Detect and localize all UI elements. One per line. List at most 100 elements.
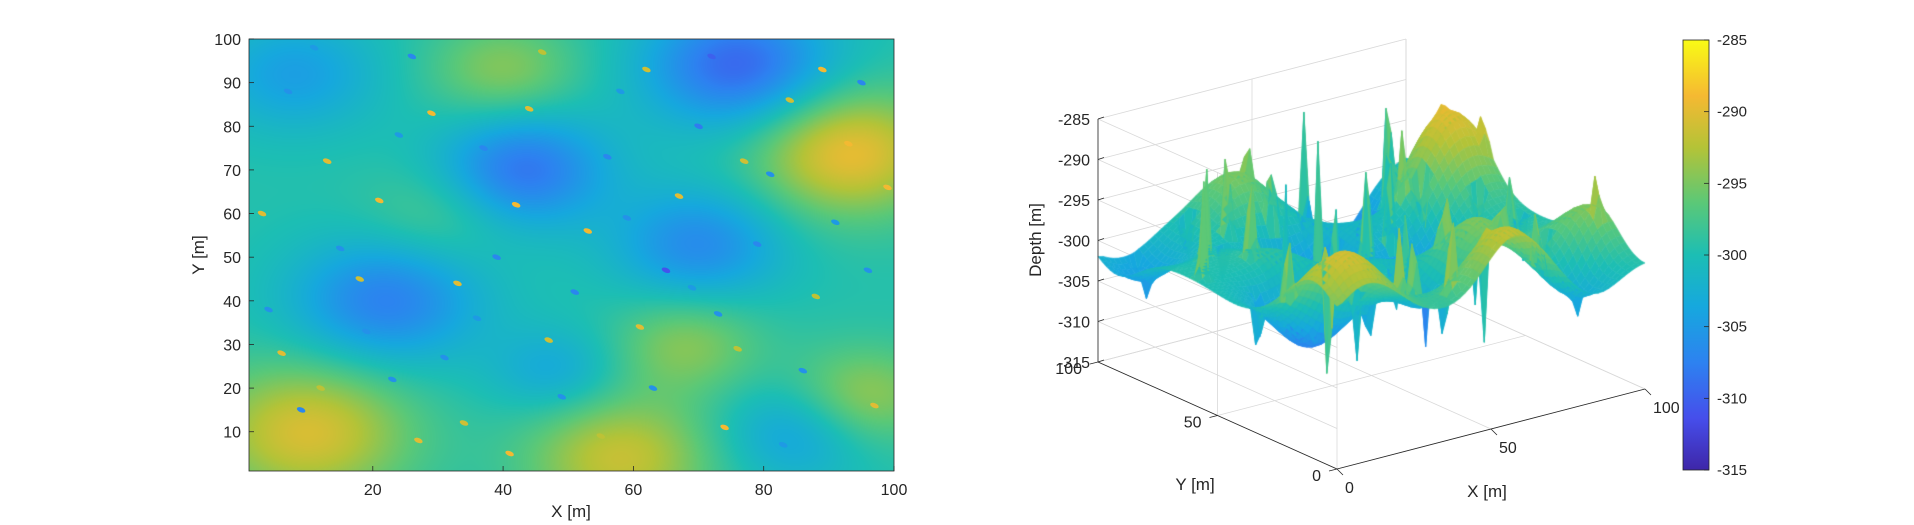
surface-z-tick-mark [1097,359,1105,363]
map-x-tick-label: 60 [624,482,642,499]
map-spike-13 [472,315,482,322]
map-spike-3 [335,245,345,252]
map-spike-2 [316,385,325,391]
map-spike-50 [687,284,697,291]
colorbar-tick-label: -295 [1717,175,1747,192]
map-spike-56 [388,376,397,383]
colorbar-tick-label: -305 [1717,319,1747,336]
surface-mesh [1070,40,1650,460]
surface-z-axis-label: Depth [m] [1026,203,1045,277]
map-spike-15 [511,202,521,208]
map-spike-19 [570,289,580,295]
map-spike-7 [322,158,332,164]
surface-z-tick-mark [1097,278,1105,282]
map-spike-27 [694,123,703,130]
map-x-ticks: 20 40 60 80 100 [364,466,907,499]
map-spike-29 [720,424,729,431]
map-x-tick-label: 80 [755,482,773,499]
surface-y-tick-mark [1089,361,1099,365]
map-spike-58 [642,66,651,73]
map-y-tick-label: 80 [223,119,241,136]
map-y-ticks: 10 20 30 40 50 60 70 80 90 100 [214,32,254,442]
map-spike-4 [355,276,365,282]
surface-ticks: -315 -310 -305 -300 -295 -290 -285 0 50 100 0 50 100 [1055,112,1680,497]
map-spike-54 [863,267,873,274]
map-spike-47 [544,337,553,343]
surface-x-tick-label: 100 [1653,400,1680,417]
colorbar-ticks: -285 -290 -295 -300 -305 -310 -315 [1704,32,1747,479]
surface-x-tick-mark [1644,388,1652,396]
surface-x-tick-label: 0 [1345,480,1354,497]
map-spike-16 [524,106,534,112]
map-spike-36 [831,219,840,226]
surface-x-tick-label: 50 [1499,440,1517,457]
map-spike-55 [453,280,462,287]
map-spike-49 [622,215,632,221]
map-spike-40 [883,184,892,191]
map-spike-46 [479,145,488,151]
surface-z-tick-label: -290 [1058,153,1090,170]
map-spike-48 [596,433,606,439]
map-y-tick-label: 40 [223,294,241,311]
map-spike-53 [818,66,827,73]
map-spike-41 [264,306,273,313]
map-spike-12 [459,420,469,426]
map-x-axis-label: X [m] [551,502,591,521]
surface-y-tick-label: 100 [1055,361,1082,378]
surface-z-tick-label: -315 [1058,355,1090,372]
map-y-tick-label: 90 [223,76,241,93]
surface-y-tick-mark [1209,415,1218,418]
surface-x-tick-mark [1490,428,1498,436]
map-spike-32 [765,171,775,178]
map-spike-10 [427,110,436,116]
map-spike-18 [557,394,566,400]
map-spike-8 [283,88,293,95]
map-heatmap-frame [249,39,894,471]
map-spike-34 [798,367,808,374]
map-x-tick-label: 20 [364,482,382,499]
map-spike-26 [674,193,684,199]
map-spike-21 [603,154,612,160]
map-spike-28 [707,53,716,60]
map-spike-1 [296,407,306,413]
surface-z-tick-label: -310 [1058,315,1090,332]
colorbar-tick-label: -300 [1717,247,1747,264]
map-y-tick-label: 50 [223,250,241,267]
map-spike-23 [635,324,645,330]
map-spike-39 [870,402,879,409]
map-y-tick-label: 10 [223,425,241,442]
map-spike-33 [785,97,795,103]
surface-z-tick-mark [1097,116,1105,120]
map-spike-0 [277,350,286,356]
surface-y-tick-mark [1328,468,1338,472]
surface-z-tick-mark [1097,157,1105,160]
map-y-tick-label: 100 [214,32,241,49]
map-spike-59 [713,311,723,317]
surface-z-tick-mark [1097,319,1105,322]
map-spike-37 [844,140,853,147]
map-spike-43 [309,44,319,51]
map-spike-38 [857,79,866,86]
map-spike-5 [375,197,384,204]
colorbar-tick-label: -290 [1717,104,1747,121]
map-spike-31 [752,241,762,247]
surface-x-axis-label: X [m] [1467,482,1507,501]
map-spike-22 [616,88,625,95]
colorbar-tick-label: -310 [1717,390,1747,407]
surface-z-tick-label: -300 [1058,234,1090,251]
map-spike-30 [733,346,742,352]
surface-z-tick-label: -305 [1058,274,1090,291]
map-spike-44 [362,328,371,335]
surface-y-axis-label: Y [m] [1175,475,1214,494]
surface-z-tick-mark [1097,197,1105,201]
map-spike-45 [414,437,423,444]
surface-z-tick-label: -295 [1058,193,1090,210]
map-y-tick-label: 70 [223,163,241,180]
map-y-tick-label: 30 [223,337,241,354]
colorbar: -285 -290 -295 -300 -305 -310 -315 [1682,32,1747,479]
surface-y-tick-label: 0 [1312,468,1321,485]
surface-x-tick-mark [1336,468,1344,476]
map-spike-57 [505,450,514,457]
